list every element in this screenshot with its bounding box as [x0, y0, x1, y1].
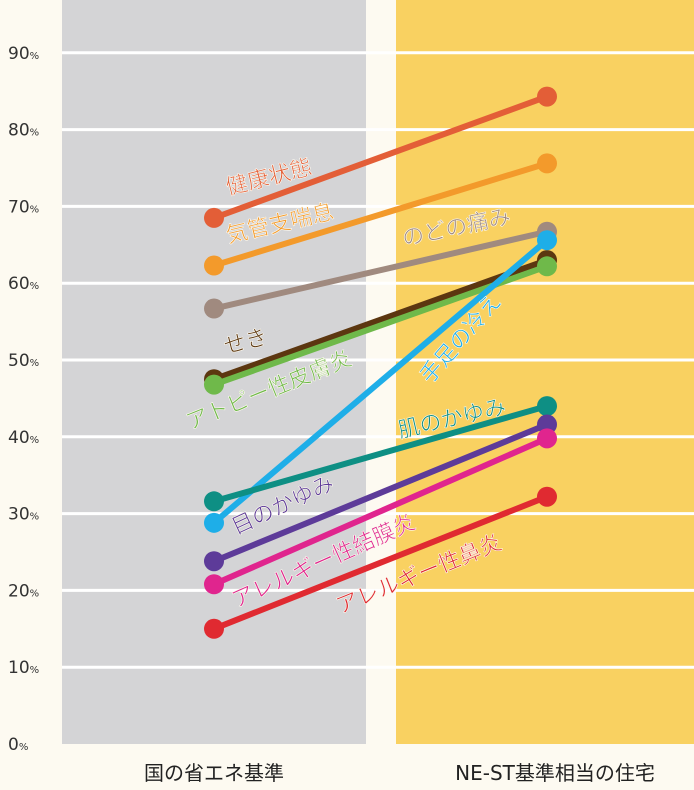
y-tick-label: 90% — [8, 44, 39, 64]
series-line — [211, 160, 550, 269]
y-tick-label: 50% — [8, 351, 39, 371]
data-point — [537, 428, 557, 449]
y-tick-label: 80% — [8, 121, 39, 141]
data-point — [537, 230, 557, 251]
y-tick-label: 60% — [8, 274, 39, 294]
data-point — [537, 86, 557, 107]
data-point — [537, 414, 557, 435]
data-point — [204, 298, 224, 319]
y-tick-label: 0% — [8, 735, 28, 755]
gridlines — [62, 51, 694, 669]
y-tick-label: 70% — [8, 197, 39, 217]
series-line — [211, 257, 550, 383]
series-line — [211, 435, 550, 588]
data-point — [204, 374, 224, 395]
data-point — [537, 486, 557, 507]
data-point — [204, 574, 224, 595]
data-point — [204, 491, 224, 512]
data-point — [204, 512, 224, 533]
data-point — [204, 207, 224, 228]
x-axis: 国の省エネ基準 NE-ST基準相当の住宅 — [144, 761, 655, 785]
series-line — [211, 421, 550, 565]
y-tick-label: 10% — [8, 658, 39, 678]
data-point — [204, 618, 224, 639]
y-tick-label: 30% — [8, 505, 39, 525]
series-line — [211, 93, 550, 221]
x-category-label: 国の省エネ基準 — [144, 761, 284, 785]
series-line — [211, 237, 550, 526]
series-line — [211, 493, 550, 632]
y-axis: 0% 10% 20% 30% 40% 50% 60% 70% 80% 90% — [8, 44, 39, 755]
series-line — [211, 403, 550, 505]
series-line — [211, 228, 550, 312]
data-point — [204, 551, 224, 572]
data-point — [537, 153, 557, 174]
column-band-right — [396, 0, 694, 744]
data-point — [204, 255, 224, 276]
data-point — [537, 396, 557, 417]
series-lines — [204, 86, 557, 639]
y-tick-label: 20% — [8, 581, 39, 601]
data-point — [537, 256, 557, 277]
x-category-label: NE-ST基準相当の住宅 — [455, 761, 655, 785]
y-tick-label: 40% — [8, 428, 39, 448]
